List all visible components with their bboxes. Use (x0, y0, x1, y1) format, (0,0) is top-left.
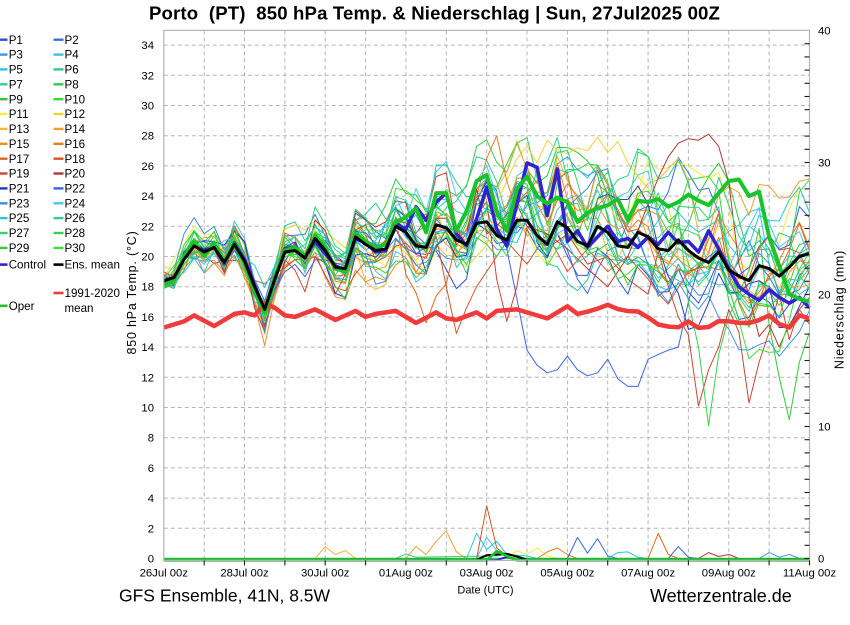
svg-text:1991-2020: 1991-2020 (65, 287, 120, 300)
svg-text:03Aug 00z: 03Aug 00z (460, 567, 514, 579)
svg-text:P8: P8 (65, 78, 79, 91)
svg-text:34: 34 (141, 40, 154, 52)
svg-text:0: 0 (148, 554, 154, 566)
svg-text:26: 26 (141, 161, 154, 173)
svg-text:P30: P30 (65, 242, 86, 255)
svg-text:30: 30 (818, 158, 831, 170)
svg-text:P22: P22 (65, 183, 86, 196)
svg-text:2: 2 (148, 523, 154, 535)
svg-text:mean: mean (65, 302, 94, 315)
svg-text:22: 22 (141, 221, 154, 233)
svg-text:Porto (PT) 850 hPa Temp. & N: Porto (PT) 850 hPa Temp. & Niederschlag … (149, 3, 720, 24)
svg-text:P20: P20 (65, 168, 86, 181)
svg-text:14: 14 (141, 342, 154, 354)
svg-text:P4: P4 (65, 49, 80, 62)
svg-text:Wetterzentrale.de: Wetterzentrale.de (650, 586, 792, 606)
svg-text:01Aug 00z: 01Aug 00z (379, 567, 433, 579)
svg-text:P13: P13 (9, 123, 30, 136)
svg-text:P5: P5 (9, 64, 23, 77)
svg-text:10: 10 (818, 422, 831, 434)
svg-text:P24: P24 (65, 197, 86, 210)
svg-text:P21: P21 (9, 183, 30, 196)
svg-text:6: 6 (148, 463, 154, 475)
svg-text:P25: P25 (9, 212, 30, 225)
svg-text:P10: P10 (65, 93, 86, 106)
svg-text:24: 24 (141, 191, 154, 203)
svg-text:Ens. mean: Ens. mean (65, 259, 120, 272)
svg-text:P27: P27 (9, 227, 30, 240)
svg-text:28Jul 00z: 28Jul 00z (220, 567, 269, 579)
svg-text:P17: P17 (9, 153, 30, 166)
svg-text:Date (UTC): Date (UTC) (457, 585, 513, 597)
svg-text:P15: P15 (9, 138, 30, 151)
svg-text:P12: P12 (65, 108, 86, 121)
svg-text:Control: Control (9, 259, 46, 272)
svg-text:30Jul 00z: 30Jul 00z (301, 567, 350, 579)
svg-text:26Jul 00z: 26Jul 00z (140, 567, 189, 579)
svg-text:P26: P26 (65, 212, 86, 225)
svg-text:P14: P14 (65, 123, 86, 136)
svg-text:P11: P11 (9, 108, 29, 121)
svg-text:P7: P7 (9, 78, 23, 91)
svg-text:P16: P16 (65, 138, 86, 151)
svg-text:0: 0 (818, 554, 824, 566)
svg-text:09Aug 00z: 09Aug 00z (702, 567, 756, 579)
svg-text:P1: P1 (9, 34, 23, 47)
svg-text:8: 8 (148, 433, 154, 445)
svg-text:P18: P18 (65, 153, 86, 166)
svg-text:18: 18 (141, 282, 154, 294)
svg-text:32: 32 (141, 70, 154, 82)
svg-text:4: 4 (148, 493, 154, 505)
svg-text:40: 40 (818, 26, 831, 38)
svg-text:16: 16 (141, 312, 154, 324)
svg-text:850 hPa Temp. (°C): 850 hPa Temp. (°C) (125, 230, 139, 354)
svg-text:28: 28 (141, 131, 154, 143)
svg-text:P19: P19 (9, 168, 30, 181)
svg-text:P2: P2 (65, 34, 79, 47)
svg-text:P3: P3 (9, 49, 23, 62)
svg-text:07Aug 00z: 07Aug 00z (621, 567, 675, 579)
svg-text:GFS Ensemble, 41N, 8.5W: GFS Ensemble, 41N, 8.5W (119, 586, 331, 606)
svg-text:P6: P6 (65, 64, 79, 77)
svg-text:P9: P9 (9, 93, 23, 106)
svg-text:11Aug 00z: 11Aug 00z (783, 567, 837, 579)
svg-text:30: 30 (141, 101, 154, 113)
svg-text:12: 12 (141, 372, 154, 384)
svg-text:P28: P28 (65, 227, 86, 240)
svg-text:20: 20 (141, 252, 154, 264)
svg-text:20: 20 (818, 290, 831, 302)
svg-text:10: 10 (141, 403, 154, 415)
svg-text:Oper: Oper (9, 300, 35, 313)
svg-text:05Aug 00z: 05Aug 00z (540, 567, 594, 579)
svg-text:P29: P29 (9, 242, 30, 255)
svg-text:P23: P23 (9, 197, 30, 210)
svg-text:Niederschlag (mm): Niederschlag (mm) (833, 250, 847, 369)
